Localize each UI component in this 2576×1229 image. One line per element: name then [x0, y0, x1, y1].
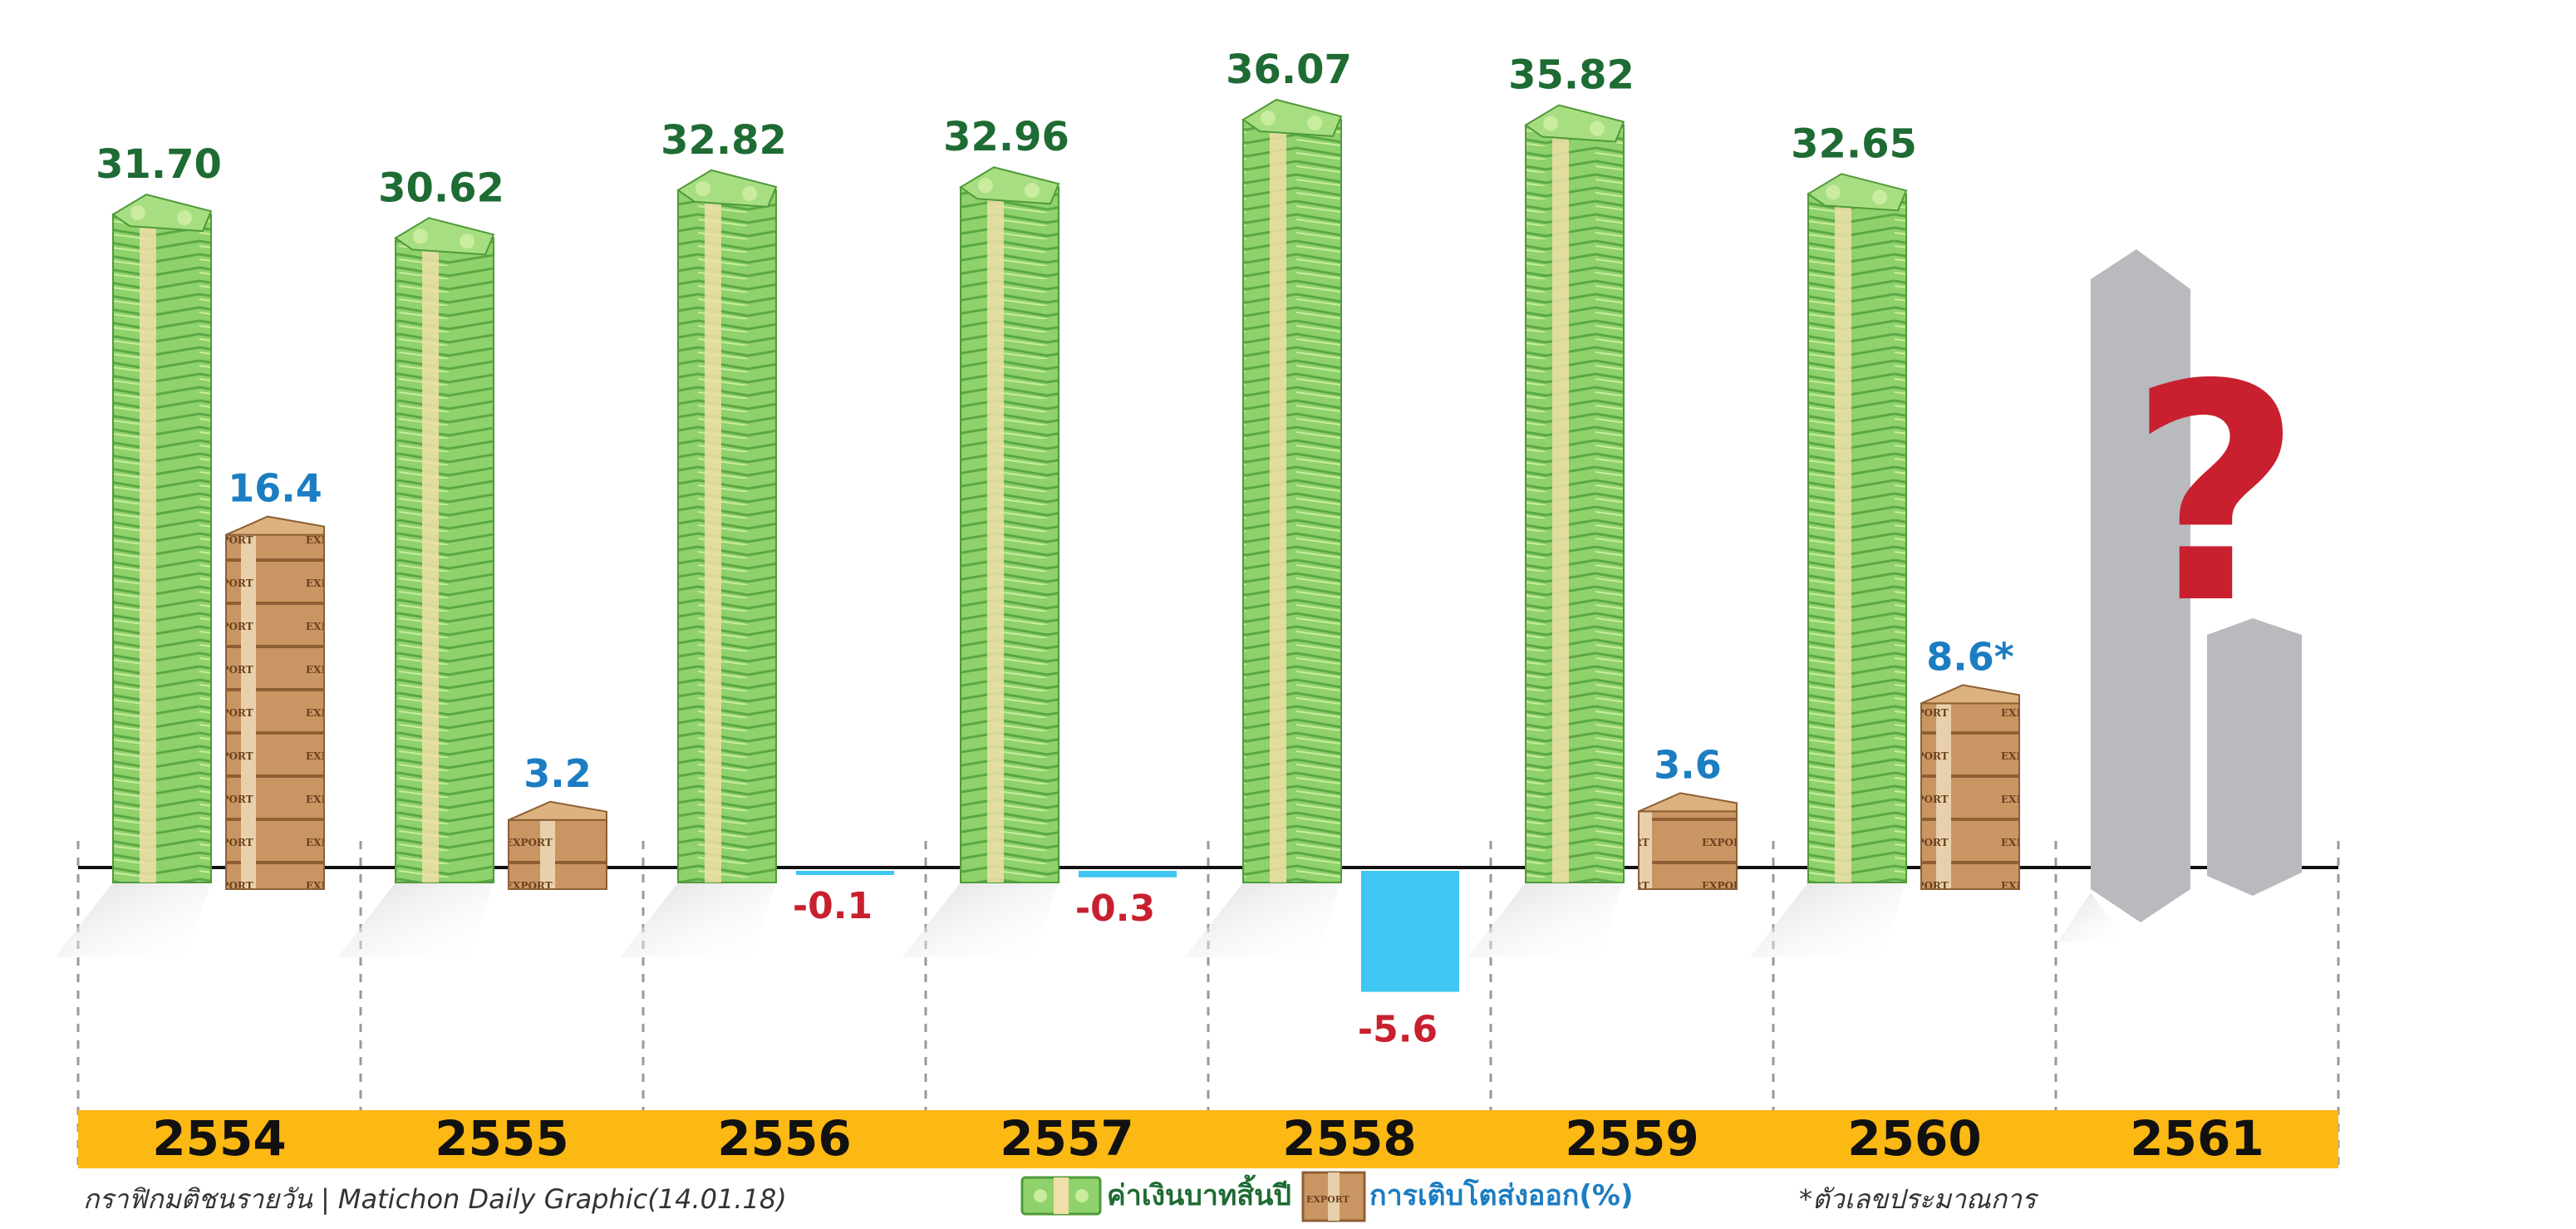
labels-layer: 31.70 16.4 30.62 3.2 32.82 -0.1 32.96 -0.3 36.07… — [96, 47, 2302, 1051]
export-value-label: -0.1 — [793, 885, 873, 927]
baht-bar — [677, 189, 777, 883]
baht-bar-coin — [177, 210, 192, 226]
baht-bar-coin — [1826, 184, 1841, 200]
baht-bar-coin — [413, 229, 428, 244]
bars-layer — [111, 98, 2302, 992]
export-value-label: 8.6* — [1926, 634, 2014, 679]
baht-bar-coin — [1590, 120, 1605, 136]
export-value-label: 16.4 — [228, 466, 322, 511]
question-mark-icon: ? — [2129, 321, 2303, 669]
export-value-label: 3.2 — [524, 751, 592, 796]
baht-bar-top — [394, 217, 495, 256]
baht-bar-strap — [987, 182, 1004, 882]
export-bar-top — [1638, 792, 1738, 813]
year-tick-label: 2558 — [1282, 1110, 1416, 1167]
bar-shadow — [55, 882, 211, 957]
baht-bar-coin — [696, 180, 710, 196]
baht-bar-strap — [140, 209, 156, 883]
export-value-label: -5.6 — [1358, 1009, 1438, 1051]
baht-bar-top — [111, 194, 213, 233]
baht-value-label: 32.82 — [661, 117, 787, 164]
export-bar — [225, 533, 325, 890]
year-tick-label: 2561 — [2130, 1110, 2264, 1167]
baht-value-label: 32.96 — [943, 114, 1069, 160]
baht-bar-strap — [1552, 120, 1569, 882]
year-band-layer: 2554 2555 2556 2557 2558 2559 2560 2561 — [78, 1110, 2338, 1168]
bar-shadow — [620, 882, 776, 957]
baht-bar-top — [1807, 173, 1908, 212]
baht-bar — [112, 214, 212, 884]
bar-shadow — [1185, 882, 1341, 957]
export-bar — [1638, 810, 1738, 891]
baht-bar-strap — [1270, 115, 1286, 882]
baht-value-label: 36.07 — [1226, 47, 1352, 93]
baht-bar — [1807, 193, 1907, 883]
baht-bar-coin — [742, 185, 757, 201]
year-tick-label: 2556 — [717, 1110, 851, 1167]
baht-bar-top — [1241, 98, 1343, 138]
baht-bar — [1242, 119, 1342, 883]
shadow-layer — [55, 882, 2127, 957]
legend-baht: ค่าเงินบาทสิ้นปี — [1015, 1162, 1291, 1228]
baht-value-label: 35.82 — [1508, 52, 1635, 99]
legend-export: EXPORT การเติบโตส่งออก(%) — [1298, 1162, 1634, 1228]
unknown-bar-tall — [2091, 249, 2190, 922]
baht-bar — [395, 237, 494, 883]
baht-bar-coin — [460, 234, 474, 249]
year-tick-label: 2557 — [1000, 1110, 1133, 1167]
export-bar — [508, 819, 607, 890]
bar-shadow — [1467, 882, 1624, 957]
baht-bar-top — [1524, 104, 1625, 143]
baht-bar-strap — [1835, 189, 1851, 882]
svg-text:EXPORT: EXPORT — [1306, 1194, 1350, 1205]
legend-baht-label: ค่าเงินบาทสิ้นปี — [1107, 1179, 1291, 1212]
export-value-label: 3.6 — [1654, 742, 1722, 787]
cash-stack-icon — [1020, 1176, 1102, 1216]
export-bar-negative — [1361, 871, 1459, 992]
export-bar — [1920, 702, 2020, 891]
bar-shadow — [1750, 882, 1906, 957]
year-tick-label: 2560 — [1847, 1110, 1981, 1167]
export-bar-top — [225, 515, 325, 536]
baht-value-label: 30.62 — [378, 165, 504, 211]
export-bar-top — [1920, 684, 2020, 705]
export-bar-top — [508, 800, 607, 821]
baht-bar-coin — [1872, 189, 1887, 205]
bar-shadow — [337, 882, 494, 957]
year-tick-label: 2554 — [152, 1110, 286, 1167]
bar-shadow — [902, 882, 1059, 957]
unknown-bar-short — [2207, 618, 2302, 896]
year-tick-label: 2559 — [1565, 1110, 1698, 1167]
baht-bar-coin — [1307, 116, 1322, 130]
baht-bar-strap — [422, 233, 439, 883]
year-tick-label: 2555 — [435, 1110, 568, 1167]
baht-value-label: 31.70 — [96, 141, 222, 188]
baht-bar-coin — [1025, 183, 1040, 199]
bar-shadow — [2057, 892, 2127, 942]
baht-bar-coin — [1261, 111, 1276, 125]
estimate-note: *ตัวเลขประมาณการ — [1799, 1183, 2037, 1215]
baht-bar-top — [676, 169, 778, 208]
legend-export-label: การเติบโตส่งออก(%) — [1369, 1179, 1634, 1212]
export-bar-negative — [1079, 871, 1177, 878]
year-band — [78, 1110, 2338, 1168]
baht-bar — [1525, 124, 1625, 883]
baht-bar-coin — [130, 205, 145, 221]
baht-value-label: 32.65 — [1791, 120, 1917, 167]
export-box-icon: EXPORT — [1301, 1171, 1366, 1222]
baht-bar-strap — [705, 184, 721, 882]
baht-bar-top — [959, 166, 1060, 205]
baht-bar-coin — [978, 178, 993, 194]
export-value-label: -0.3 — [1075, 887, 1155, 930]
baht-bar-coin — [1543, 116, 1558, 131]
export-bar-negative — [796, 871, 894, 875]
source-credit: กราฟิกมติชนรายวัน | Matichon Daily Graph… — [83, 1183, 787, 1215]
baht-bar — [960, 186, 1059, 883]
